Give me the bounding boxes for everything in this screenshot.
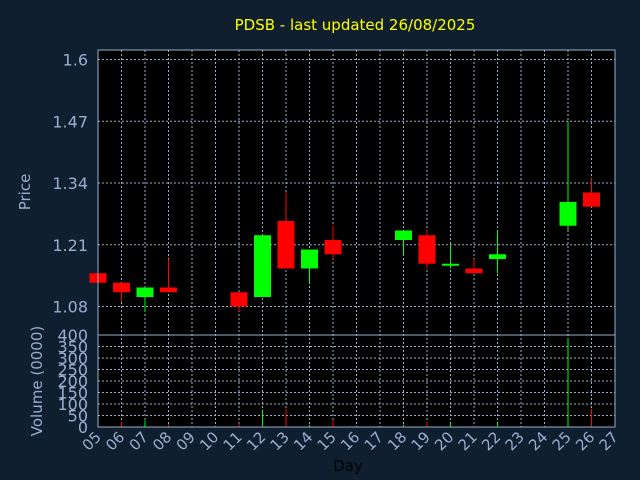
candles: [89, 121, 600, 312]
x-tick-label: 16: [337, 428, 363, 454]
x-tick-label: 12: [243, 428, 269, 454]
volume-tick-label: 50: [68, 407, 88, 426]
candle-body: [230, 292, 248, 307]
x-tick-label: 25: [549, 428, 575, 454]
x-tick-label: 22: [478, 428, 504, 454]
x-tick-label: 07: [126, 428, 152, 454]
candle-body: [442, 263, 459, 266]
x-tick-label: 19: [408, 428, 434, 454]
candle-body: [160, 287, 177, 293]
x-tick-label: 24: [525, 428, 551, 454]
price-tick-label: 1.08: [52, 298, 88, 317]
candle-body: [395, 230, 412, 240]
x-tick-label: 26: [572, 428, 598, 454]
x-tick-label: 11: [220, 428, 246, 454]
chart-title: PDSB - last updated 26/08/2025: [235, 16, 476, 34]
candle-body: [277, 221, 295, 269]
price-tick-label: 1.47: [52, 112, 88, 131]
x-tick-label: 27: [596, 428, 622, 454]
x-tick-label: 14: [290, 428, 316, 454]
price-tick-label: 1.21: [52, 236, 88, 255]
price-ticks: 1.08 1.21 1.34 1.47 1.6: [52, 51, 88, 317]
x-tick-label: 06: [102, 428, 128, 454]
candle-body: [465, 268, 483, 274]
x-tick-label: 18: [384, 428, 410, 454]
volume-tick-label: 350: [57, 338, 88, 357]
x-tick-label: 21: [455, 428, 481, 454]
x-tick-label: 23: [502, 428, 528, 454]
candle-body: [301, 249, 318, 269]
candle-body: [254, 235, 271, 297]
volume-tick-label: 200: [57, 372, 88, 391]
price-tick-label: 1.34: [52, 174, 88, 193]
volume-tick-label: 300: [57, 349, 88, 368]
x-axis-label: Day: [333, 457, 363, 475]
candle-body: [136, 287, 154, 297]
candle-body: [583, 192, 600, 207]
volume-panel-border: [97, 334, 616, 428]
volume-tick-label: 100: [57, 395, 88, 414]
volume-tick-label: 250: [57, 361, 88, 380]
candle-body: [489, 254, 506, 259]
x-tick-label: 08: [149, 428, 175, 454]
volume-tick-label: 400: [57, 326, 88, 345]
volume-tick-label: 150: [57, 384, 88, 403]
x-ticks: 0506070809101112131415161718192021222324…: [79, 428, 622, 454]
volume-axis-label: Volume (0000): [28, 326, 46, 436]
x-tick-label: 10: [196, 428, 222, 454]
x-tick-label: 13: [267, 428, 293, 454]
candle-body: [113, 282, 130, 293]
volume-tick-label: 0: [78, 418, 88, 437]
x-tick-label: 15: [314, 428, 340, 454]
x-tick-label: 20: [431, 428, 457, 454]
candle-body: [559, 202, 577, 226]
candle-body: [418, 235, 436, 264]
price-axis-label: Price: [16, 174, 34, 211]
x-tick-label: 17: [361, 428, 387, 454]
x-tick-label: 09: [173, 428, 199, 454]
price-tick-label: 1.6: [63, 51, 88, 70]
candle-body: [324, 240, 342, 255]
